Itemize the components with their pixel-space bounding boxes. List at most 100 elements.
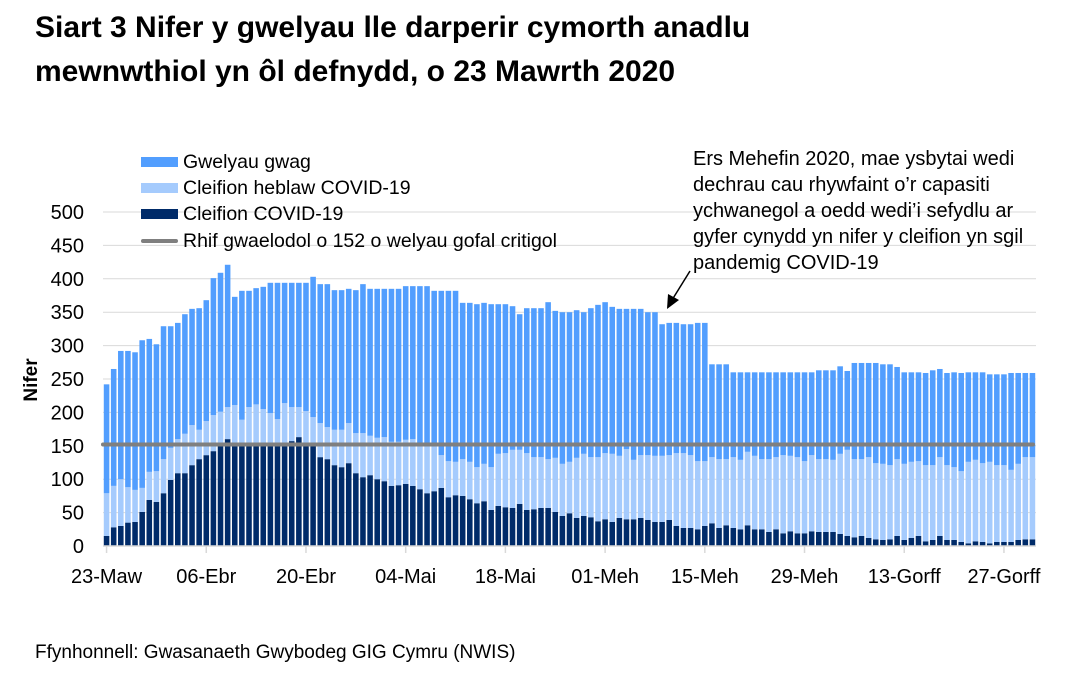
bar-empty [773, 372, 779, 458]
bar-empty [516, 314, 523, 450]
bar-covid [189, 465, 195, 546]
bar-covid [630, 519, 637, 546]
bar-covid [459, 495, 466, 546]
bar-empty [794, 372, 801, 458]
bar-non-covid [353, 433, 359, 474]
x-tick-label: 01-Meh [571, 566, 639, 588]
bar-covid [531, 509, 537, 546]
bar-non-covid [110, 485, 117, 528]
bar-stack [310, 276, 316, 546]
bar-non-covid [516, 449, 523, 504]
bar-non-covid [1022, 457, 1029, 540]
legend-swatch-reference [141, 239, 178, 243]
bar-covid [417, 489, 423, 546]
bar-empty [645, 312, 651, 456]
x-tick-label: 27-Gorff [967, 566, 1040, 588]
bar-covid [360, 477, 366, 546]
bar-empty [189, 308, 195, 426]
bar-empty [872, 362, 879, 464]
bar-covid [844, 535, 851, 546]
bar-empty [495, 304, 502, 454]
bar-empty [979, 372, 986, 464]
bar-non-covid [231, 405, 238, 446]
bar-non-covid [125, 487, 131, 523]
y-tick-label: 100 [51, 469, 84, 491]
bar-covid [431, 491, 437, 546]
bar-covid [759, 529, 765, 546]
bar-non-covid [481, 463, 487, 502]
bar-non-covid [844, 449, 851, 536]
bar-covid [338, 467, 345, 546]
bar-non-covid [146, 471, 153, 500]
bar-non-covid [637, 455, 644, 518]
axes: 0 50 100 150 200 250 300 350 400 450 500 23-Maw 06-E… [51, 202, 1041, 588]
bar-stack [175, 322, 181, 546]
bar-covid [694, 529, 701, 546]
bar-empty [901, 372, 908, 464]
bar-covid [730, 527, 737, 546]
bar-non-covid [965, 461, 972, 544]
x-tick-label: 15-Meh [671, 566, 739, 588]
bar-empty [887, 364, 893, 466]
bar-empty [509, 306, 516, 450]
bar-non-covid [808, 455, 815, 532]
bar-covid [516, 503, 523, 546]
bar-stack [523, 308, 530, 546]
x-tick-label: 13-Gorff [868, 566, 941, 588]
bar-non-covid [616, 455, 623, 518]
bar-covid [830, 531, 836, 546]
bar-covid [709, 523, 715, 546]
bar-stack [858, 362, 865, 546]
annotation-text: Ers Mehefin 2020, mae ysbytai wedi dechr… [693, 146, 1023, 276]
bar-stack [944, 372, 950, 546]
bar-empty [595, 304, 601, 458]
bar-stack [737, 372, 744, 546]
bar-non-covid [694, 461, 701, 530]
bar-covid [566, 513, 573, 546]
bar-empty [395, 288, 402, 442]
bar-stack [210, 278, 217, 546]
bar-non-covid [488, 467, 494, 510]
bar-stack [958, 372, 964, 546]
bar-covid [374, 479, 380, 546]
bar-stack [132, 352, 138, 546]
bar-empty [1015, 372, 1021, 464]
bar-covid [922, 541, 929, 546]
bar-stack [488, 304, 494, 546]
legend-item-non-covid: Cleifion heblaw COVID-19 [141, 176, 411, 200]
bar-empty [759, 372, 765, 460]
bar-empty [317, 284, 324, 424]
bar-stack [872, 362, 879, 546]
bar-empty [801, 372, 808, 462]
bar-covid [196, 459, 202, 546]
bar-empty [431, 290, 437, 446]
bar-non-covid [317, 423, 324, 458]
x-tick-label: 23-Maw [71, 566, 143, 588]
bar-empty [844, 370, 851, 450]
bar-covid [588, 517, 594, 546]
bar-stack [887, 364, 893, 546]
legend-label: Rhif gwaelodol o 152 o welyau gofal crit… [183, 229, 557, 252]
bar-empty [381, 288, 388, 438]
bar-empty [1001, 374, 1007, 466]
bar-covid [972, 541, 979, 546]
bar-non-covid [502, 453, 509, 508]
bar-empty [559, 312, 566, 464]
bar-stack [559, 312, 566, 546]
bar-stack [274, 282, 281, 546]
bar-covid [224, 439, 231, 546]
bar-stack [288, 282, 295, 546]
bar-empty [766, 372, 772, 460]
bar-stack [1015, 372, 1021, 546]
bar-covid [246, 445, 252, 546]
bar-covid [652, 521, 658, 546]
bar-empty [994, 374, 1000, 466]
bar-non-covid [915, 461, 922, 536]
bar-empty [502, 304, 509, 454]
bar-stack [110, 368, 117, 546]
bar-non-covid [303, 411, 309, 446]
bar-stack [224, 264, 231, 546]
bar-empty [438, 290, 445, 456]
bar-non-covid [296, 407, 302, 438]
bar-covid [666, 519, 672, 546]
